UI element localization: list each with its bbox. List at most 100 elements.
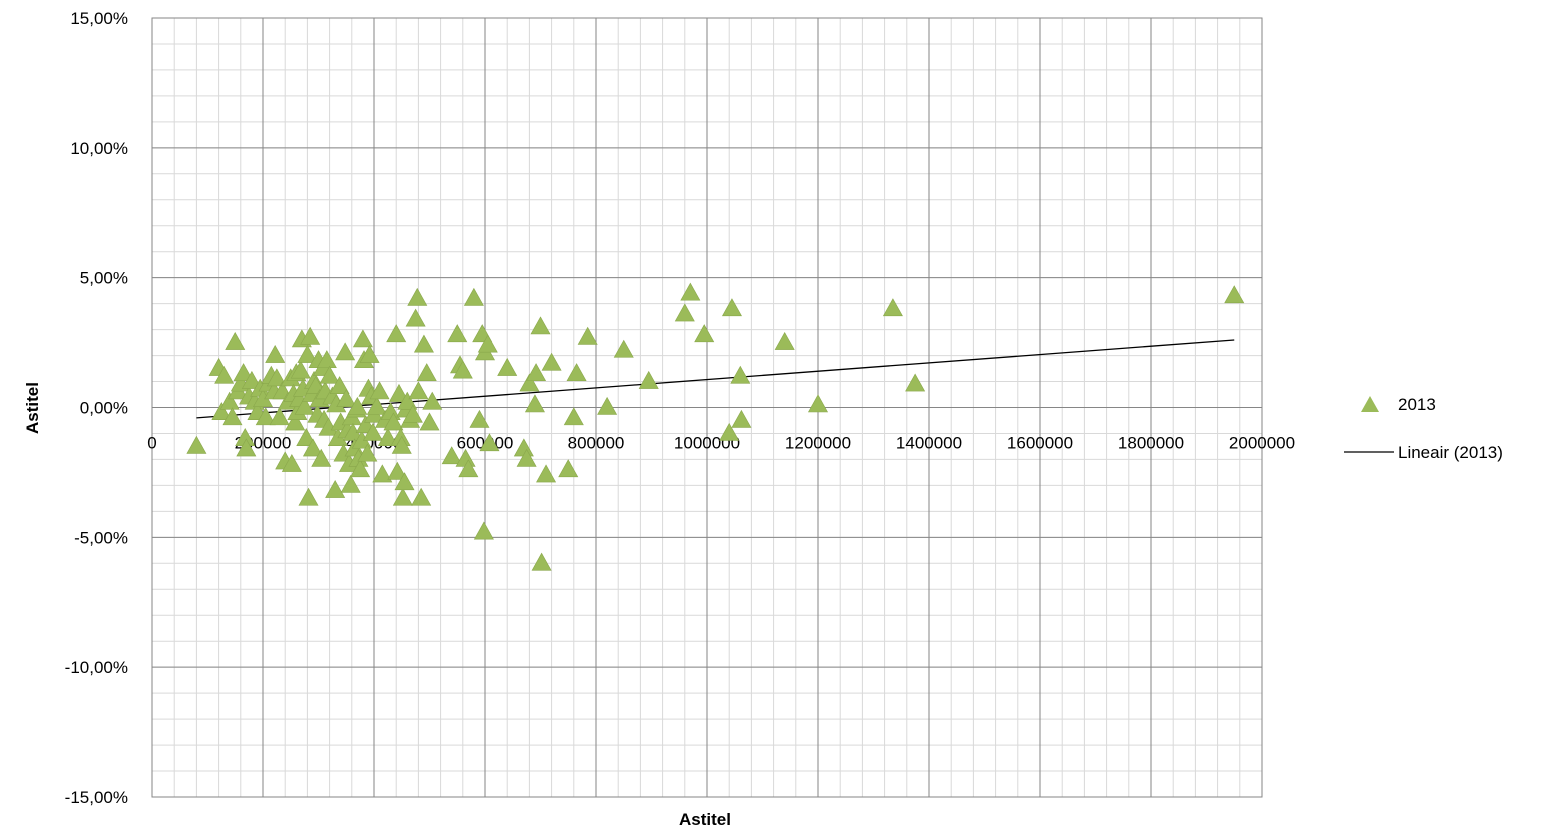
data-point	[473, 521, 494, 540]
data-point	[447, 324, 468, 343]
data-point	[377, 428, 398, 446]
data-point	[391, 435, 412, 454]
data-point	[186, 435, 207, 454]
data-point	[516, 448, 537, 467]
data-point	[366, 396, 387, 415]
data-point	[479, 433, 500, 452]
data-point	[359, 344, 380, 363]
data-point	[225, 331, 246, 350]
data-point	[285, 412, 306, 431]
data-point	[541, 352, 562, 371]
data-point	[419, 412, 440, 431]
data-point	[362, 422, 383, 441]
data-point	[265, 344, 286, 363]
data-point	[350, 459, 371, 478]
data-point	[300, 326, 321, 345]
data-point	[269, 407, 290, 426]
data-point	[422, 391, 443, 410]
data-point	[407, 287, 428, 306]
y-tick-label: 10,00%	[70, 139, 128, 158]
data-point	[597, 396, 618, 415]
y-tick-label: 0,00%	[80, 399, 128, 418]
data-point	[469, 409, 490, 428]
data-point	[340, 474, 361, 493]
data-point	[388, 383, 409, 402]
scatter-points	[186, 282, 1245, 571]
data-point	[372, 464, 393, 483]
data-point	[297, 344, 318, 363]
data-point	[305, 376, 326, 395]
data-point	[441, 446, 462, 465]
data-point	[369, 381, 390, 400]
data-point	[530, 316, 551, 335]
y-tick-label: 15,00%	[70, 9, 128, 28]
data-point	[319, 365, 340, 384]
data-point	[563, 407, 584, 426]
data-point	[519, 373, 540, 392]
data-point	[882, 298, 903, 317]
x-tick-label: 1400000	[896, 434, 962, 453]
x-tick-label: 800000	[568, 434, 625, 453]
data-point	[408, 381, 429, 400]
data-point	[731, 409, 752, 428]
data-point	[296, 428, 317, 446]
data-point	[613, 339, 634, 358]
data-point	[266, 368, 287, 387]
x-axis-title: Astitel	[679, 810, 731, 829]
data-point	[336, 389, 357, 408]
legend-label-2013: 2013	[1398, 395, 1436, 414]
data-point	[719, 422, 740, 441]
data-point	[311, 448, 332, 467]
data-point	[219, 391, 240, 410]
x-tick-label: 1800000	[1118, 434, 1184, 453]
data-point	[357, 443, 378, 462]
data-point	[531, 552, 552, 571]
data-point	[566, 363, 587, 382]
data-point	[236, 438, 257, 457]
y-tick-label: -15,00%	[65, 788, 128, 807]
data-point	[298, 487, 319, 506]
data-point	[674, 303, 695, 322]
data-point	[255, 407, 276, 426]
data-point	[397, 391, 418, 410]
data-point	[387, 461, 408, 480]
x-tick-label: 2000000	[1229, 434, 1295, 453]
data-point	[730, 365, 751, 384]
data-point	[477, 334, 498, 353]
data-point	[721, 298, 742, 317]
data-point	[241, 370, 262, 389]
data-point	[526, 363, 547, 382]
data-point	[497, 357, 518, 376]
data-point	[577, 326, 598, 345]
legend-label-lineair: Lineair (2013)	[1398, 443, 1503, 462]
data-point	[694, 324, 715, 343]
data-point	[214, 365, 235, 384]
data-point	[233, 363, 254, 382]
data-point	[411, 487, 432, 506]
data-point	[325, 479, 346, 498]
data-point	[394, 472, 415, 491]
data-point	[452, 360, 473, 379]
data-point	[281, 454, 302, 472]
trendline	[196, 339, 1235, 419]
data-point	[524, 394, 545, 413]
data-point	[329, 376, 350, 395]
y-axis-tick-labels: 15,00% 10,00% 5,00% 0,00% -5,00% -10,00% -15,0…	[65, 9, 128, 807]
trendline-series	[196, 339, 1235, 419]
x-tick-label: 0	[147, 434, 156, 453]
legend: 2013 Lineair (2013)	[1344, 395, 1503, 462]
data-point	[416, 363, 437, 382]
data-point	[402, 404, 423, 423]
data-point	[347, 396, 368, 415]
data-point	[222, 407, 243, 426]
data-point	[386, 324, 407, 343]
data-point	[302, 438, 323, 457]
y-tick-label: 5,00%	[80, 269, 128, 288]
legend-marker-triangle	[1361, 396, 1379, 412]
data-point	[383, 412, 404, 431]
data-point	[290, 360, 311, 379]
data-point	[638, 370, 659, 389]
x-tick-label: 1200000	[785, 434, 851, 453]
data-point	[463, 287, 484, 306]
